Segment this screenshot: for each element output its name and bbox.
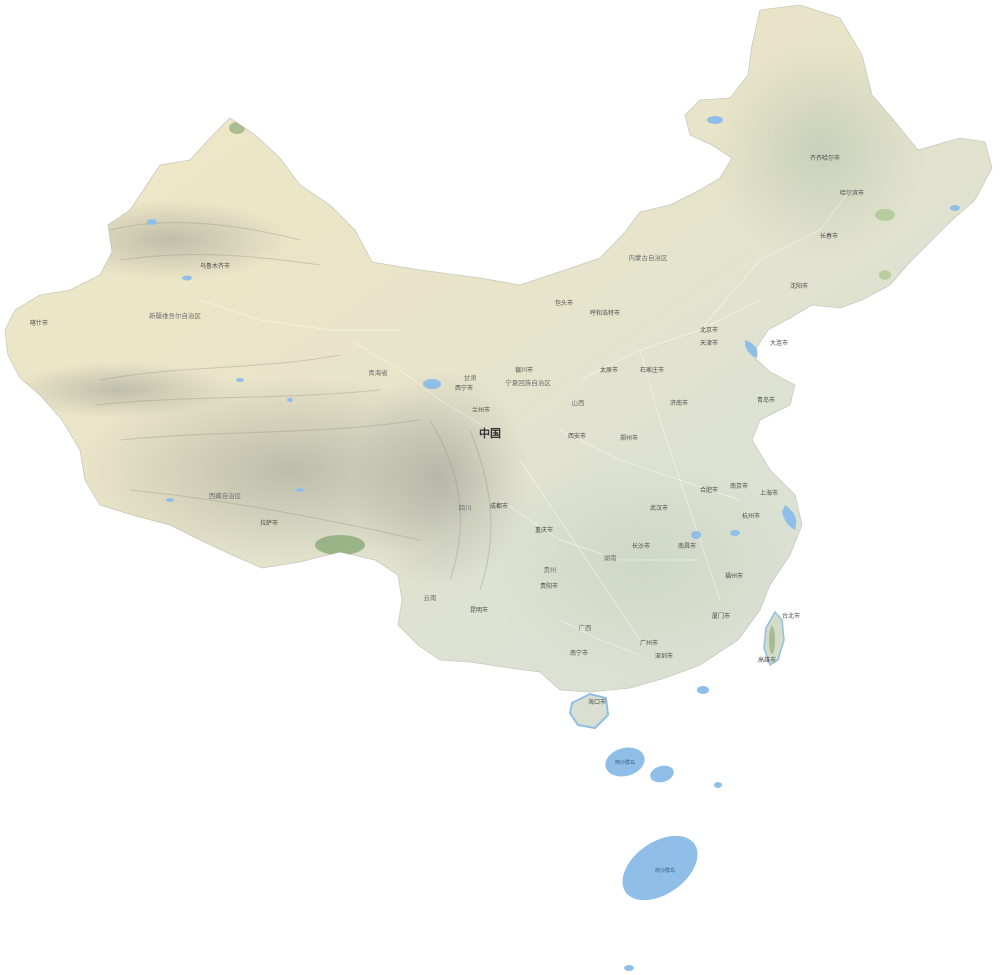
taiwan-forest xyxy=(769,626,775,654)
city-label: 台北市 xyxy=(782,612,800,620)
sea-labels: 西沙群岛 南沙群岛 xyxy=(615,759,675,874)
city-label: 南京市 xyxy=(730,482,748,490)
city-label: 南宁市 xyxy=(570,649,588,657)
island-group-label-xisha: 西沙群岛 xyxy=(615,759,635,766)
region-label-xinjiang: 新疆维吾尔自治区 xyxy=(149,311,202,320)
city-label: 兰州市 xyxy=(472,406,490,414)
city-label: 昆明市 xyxy=(470,606,488,614)
city-label: 石家庄市 xyxy=(640,366,664,374)
city-label: 深圳市 xyxy=(655,652,673,660)
city-label: 长春市 xyxy=(820,232,838,240)
city-label: 西宁市 xyxy=(455,384,473,392)
city-label: 南昌市 xyxy=(678,542,696,550)
region-label-yunnan: 云南 xyxy=(424,593,438,602)
island-group-label-nansha: 南沙群岛 xyxy=(655,867,675,874)
city-label: 拉萨市 xyxy=(260,519,278,527)
city-label: 济南市 xyxy=(670,399,688,407)
city-label: 杭州市 xyxy=(742,512,760,520)
city-label: 喀什市 xyxy=(30,319,48,327)
city-label: 大连市 xyxy=(770,339,788,347)
city-label: 上海市 xyxy=(760,489,778,497)
region-label-ningxia: 宁夏回族自治区 xyxy=(505,378,551,387)
region-labels: 新疆维吾尔自治区 西藏自治区 内蒙古自治区 青海省 甘肃 四川 贵州 云南 广西… xyxy=(149,253,668,632)
city-label: 成都市 xyxy=(490,502,508,510)
city-label: 齐齐哈尔市 xyxy=(810,154,840,162)
region-label-qinghai: 青海省 xyxy=(368,368,388,377)
region-label-tibet: 西藏自治区 xyxy=(209,491,242,500)
city-label: 厦门市 xyxy=(712,612,730,620)
city-label: 合肥市 xyxy=(700,486,718,494)
city-label: 乌鲁木齐市 xyxy=(200,262,230,270)
region-label-hunan: 湖南 xyxy=(604,553,618,562)
city-label: 天津市 xyxy=(700,339,718,347)
city-label: 贵阳市 xyxy=(540,582,558,590)
city-label: 银川市 xyxy=(515,366,533,374)
region-label-guangxi: 广西 xyxy=(579,623,593,632)
city-label: 呼和浩特市 xyxy=(590,309,620,317)
city-label: 长沙市 xyxy=(632,542,650,550)
country-label: 中国 xyxy=(479,426,501,440)
region-label-guizhou: 贵州 xyxy=(544,565,557,574)
region-label-gansu: 甘肃 xyxy=(464,373,478,382)
city-label: 青岛市 xyxy=(757,396,775,404)
city-labels: 北京市 天津市 石家庄市 太原市 呼和浩特市 沈阳市 长春市 哈尔滨市 上海市 … xyxy=(30,154,864,706)
region-label-inner-mongolia: 内蒙古自治区 xyxy=(629,253,669,262)
city-label: 北京市 xyxy=(700,326,718,334)
region-label-shanxi: 山西 xyxy=(572,398,586,407)
city-label: 高雄市 xyxy=(758,656,776,664)
city-label: 包头市 xyxy=(555,299,573,307)
hainan-island[interactable] xyxy=(568,692,610,730)
city-label: 福州市 xyxy=(725,572,743,580)
city-label: 沈阳市 xyxy=(790,282,808,290)
city-label: 广州市 xyxy=(640,639,658,647)
south-sea-islands xyxy=(605,686,722,971)
city-label: 哈尔滨市 xyxy=(840,189,864,197)
region-label-sichuan: 四川 xyxy=(459,504,472,512)
city-label: 武汉市 xyxy=(650,504,668,512)
water-bodies xyxy=(147,116,960,539)
city-label: 重庆市 xyxy=(535,526,553,534)
city-label: 太原市 xyxy=(600,366,618,374)
city-label: 郑州市 xyxy=(620,434,638,442)
city-label: 海口市 xyxy=(588,698,606,706)
city-label: 西安市 xyxy=(568,432,586,440)
